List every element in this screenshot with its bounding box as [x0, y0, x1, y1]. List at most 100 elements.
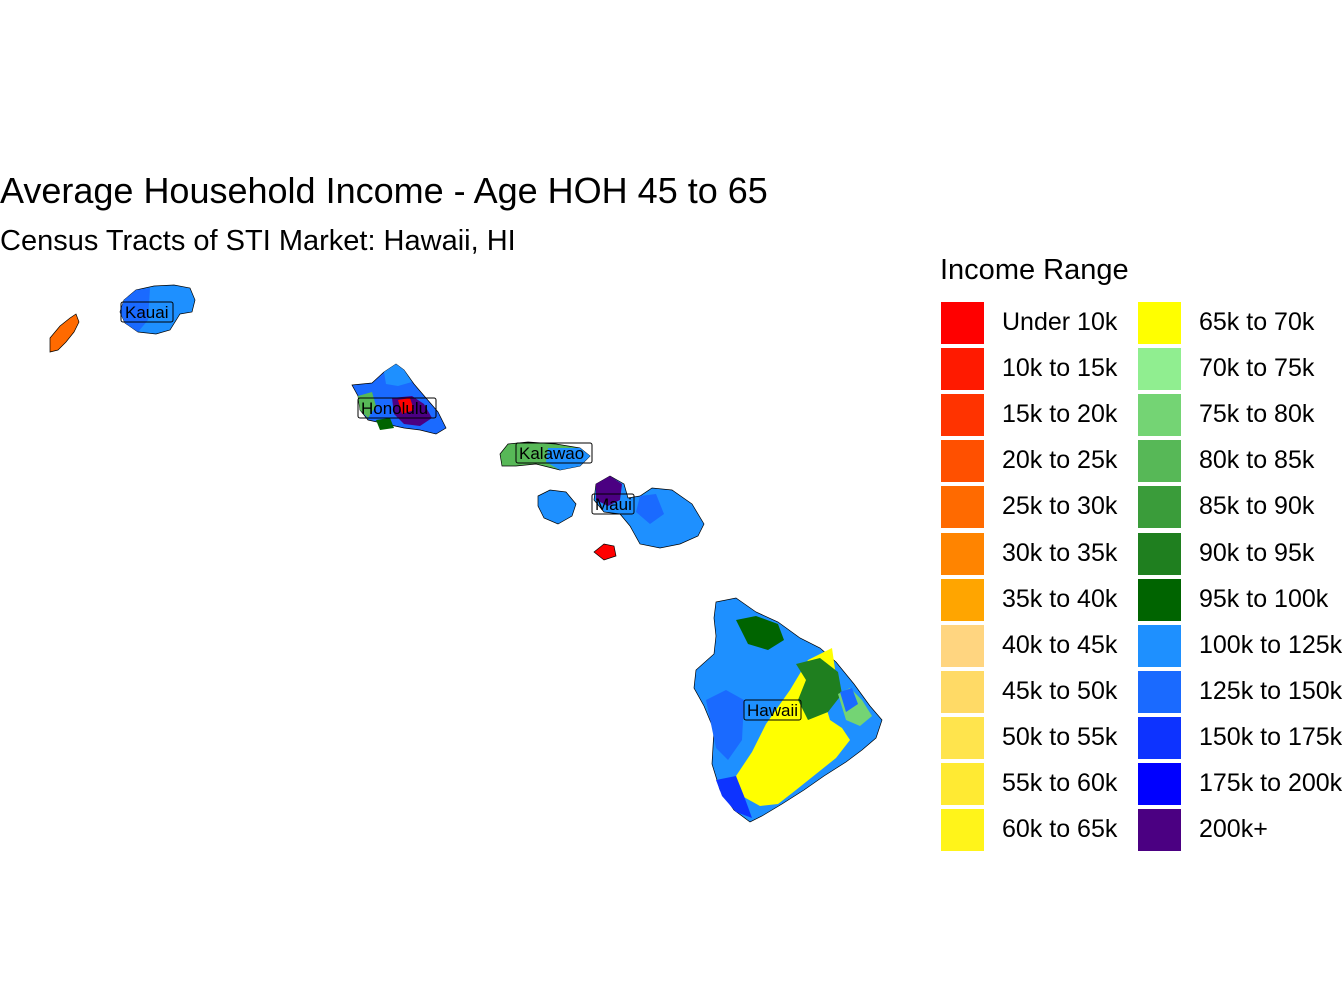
county-label-kalawao: Kalawao: [515, 442, 593, 464]
legend-label: 30k to 35k: [1002, 538, 1118, 567]
svg-text:Maui: Maui: [595, 495, 632, 514]
svg-text:Kauai: Kauai: [125, 303, 168, 322]
legend-label: 175k to 200k: [1199, 769, 1343, 797]
legend-item: 90k to 95k: [1137, 531, 1344, 577]
legend-label: 80k to 85k: [1199, 446, 1315, 475]
legend-swatch: [941, 624, 984, 667]
tract-oahu-central: [398, 398, 414, 414]
legend-label: 125k to 150k: [1199, 676, 1343, 705]
legend-label: 20k to 25k: [1002, 446, 1118, 475]
legend-item: 25k to 30k: [940, 484, 1160, 530]
legend-swatch: [1138, 624, 1181, 667]
legend-swatch: [941, 440, 984, 483]
legend-label: 45k to 50k: [1002, 676, 1118, 705]
legend-swatch: [941, 394, 984, 437]
legend-swatch: [941, 809, 984, 852]
legend-swatch: [941, 578, 984, 621]
legend-item: 35k to 40k: [940, 577, 1160, 623]
svg-text:Honolulu: Honolulu: [361, 399, 428, 418]
tract-hawaii-west: [706, 690, 744, 760]
legend-item: 30k to 35k: [940, 531, 1160, 577]
legend-label: 40k to 45k: [1002, 630, 1118, 659]
legend-swatch: [941, 763, 984, 805]
tract-kauai-west: [120, 288, 150, 332]
tract-oahu-north: [384, 364, 412, 386]
legend-swatch: [1138, 532, 1181, 575]
legend-item: 20k to 25k: [940, 438, 1160, 484]
legend-title: Income Range: [940, 254, 1129, 286]
legend-swatch: [1138, 486, 1181, 529]
county-label-maui: Maui: [591, 493, 635, 515]
legend-label: 15k to 20k: [1002, 400, 1118, 429]
tract-oahu-south: [376, 418, 394, 430]
legend-item: 60k to 65k: [940, 807, 1160, 853]
legend-item: 50k to 55k: [940, 715, 1160, 761]
legend-item: Under 10k: [940, 300, 1160, 346]
legend-swatch: [1138, 716, 1181, 759]
tract-molokai-east: [546, 448, 590, 470]
legend-swatch: [941, 716, 984, 759]
legend-item: 175k to 200k: [1137, 761, 1344, 807]
legend-item: 65k to 70k: [1137, 300, 1344, 346]
legend-label: 90k to 95k: [1199, 538, 1315, 567]
legend-item: 15k to 20k: [940, 392, 1160, 438]
legend-item: 10k to 15k: [940, 346, 1160, 392]
legend-swatch: [1138, 348, 1181, 391]
legend-swatch: [1138, 394, 1181, 437]
county-label-hawaii: Hawaii: [743, 699, 802, 721]
map-subtitle: Census Tracts of STI Market: Hawaii, HI: [0, 225, 516, 257]
legend-item: 80k to 85k: [1137, 438, 1344, 484]
legend-swatch: [941, 486, 984, 529]
legend-item: 45k to 50k: [940, 669, 1160, 715]
legend-label: 75k to 80k: [1199, 400, 1315, 429]
legend-swatch: [1138, 302, 1181, 344]
legend-swatch: [941, 302, 984, 344]
legend-label: 85k to 90k: [1199, 492, 1315, 521]
legend-item: 95k to 100k: [1137, 577, 1344, 623]
svg-text:Hawaii: Hawaii: [747, 701, 798, 720]
legend-label: 200k+: [1199, 815, 1268, 844]
legend-label: 25k to 30k: [1002, 492, 1118, 521]
legend-swatch: [941, 670, 984, 713]
legend-item: 125k to 150k: [1137, 669, 1344, 715]
legend: Income Range Under 10k 10k to 15k 15k to 2…: [940, 252, 1344, 852]
tract-hawaii-north: [736, 616, 784, 650]
legend-label: 55k to 60k: [1002, 769, 1118, 797]
legend-label: 50k to 55k: [1002, 722, 1118, 751]
legend-item: 200k+: [1137, 807, 1344, 853]
island-niihau: [49, 313, 80, 353]
legend-label: 60k to 65k: [1002, 815, 1118, 844]
legend-swatch: [941, 348, 984, 391]
legend-item: 75k to 80k: [1137, 392, 1344, 438]
svg-text:Kalawao: Kalawao: [519, 444, 584, 463]
island-lanai: [537, 489, 577, 525]
legend-swatch: [1138, 440, 1181, 483]
hawaii-tract-map: Kauai Honolulu Kalawao Maui Hawaii: [49, 284, 883, 823]
legend-swatch: [1138, 670, 1181, 713]
legend-label: Under 10k: [1002, 308, 1118, 336]
legend-label: 35k to 40k: [1002, 584, 1118, 613]
legend-item: 100k to 125k: [1137, 623, 1344, 669]
legend-label: 100k to 125k: [1199, 630, 1343, 659]
legend-item: 40k to 45k: [940, 623, 1160, 669]
legend-label: 10k to 15k: [1002, 354, 1118, 383]
tract-maui-west: [596, 476, 622, 506]
legend-label: 95k to 100k: [1199, 584, 1329, 613]
map-title: Average Household Income - Age HOH 45 to…: [0, 170, 768, 211]
legend-swatch: [1138, 763, 1181, 805]
county-label-honolulu: Honolulu: [357, 397, 437, 419]
tract-hawaii-east-green: [796, 658, 842, 720]
tract-maui-central: [636, 494, 664, 524]
legend-label: 70k to 75k: [1199, 354, 1315, 383]
county-label-kauai: Kauai: [120, 301, 174, 323]
legend-item: 55k to 60k: [940, 761, 1160, 807]
legend-label: 150k to 175k: [1199, 722, 1343, 751]
legend-label: 65k to 70k: [1199, 308, 1315, 336]
legend-item: 85k to 90k: [1137, 484, 1344, 530]
legend-swatch: [1138, 809, 1181, 852]
tract-hawaii-hilo-blue: [840, 688, 858, 712]
legend-swatch: [1138, 578, 1181, 621]
legend-item: 150k to 175k: [1137, 715, 1344, 761]
island-kahoolawe: [593, 543, 617, 561]
legend-item: 70k to 75k: [1137, 346, 1344, 392]
